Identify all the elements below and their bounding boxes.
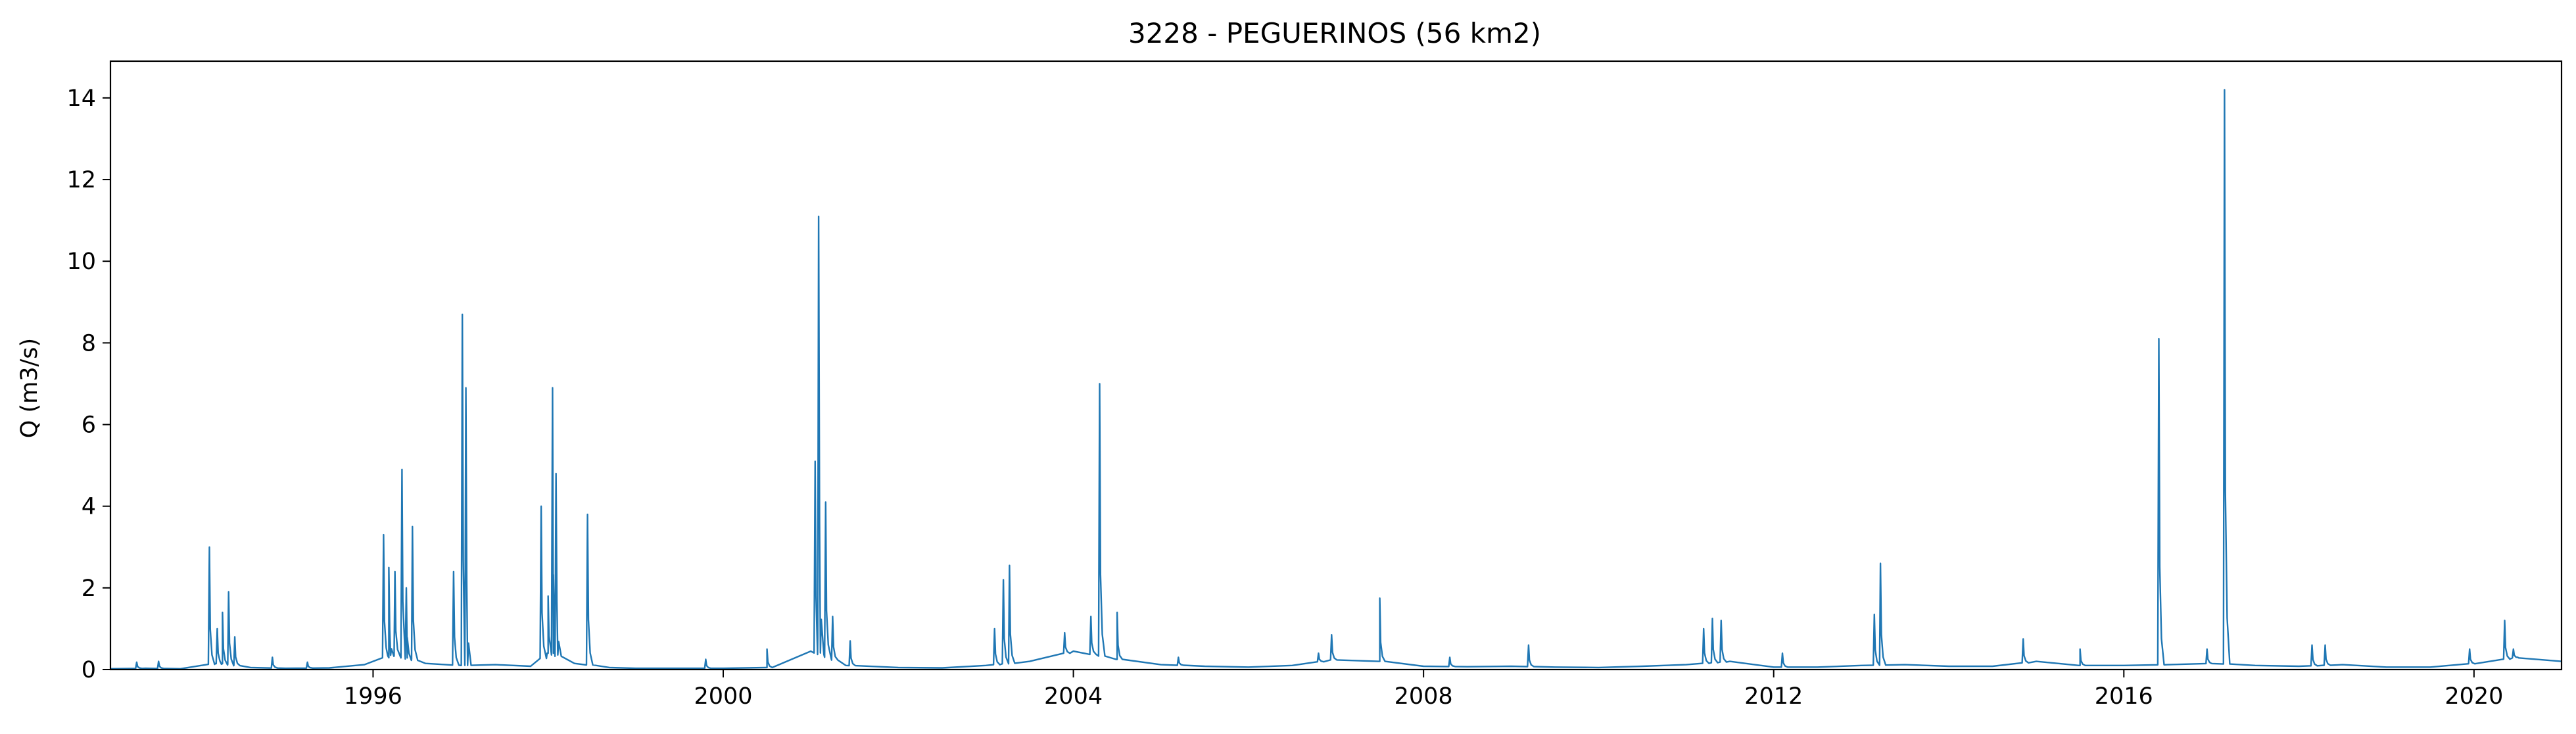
y-tick-label: 12 xyxy=(66,167,96,193)
x-tick-label: 2012 xyxy=(1744,683,1803,710)
plot-area xyxy=(110,89,2562,670)
x-tick-label: 2008 xyxy=(1395,683,1453,710)
plot-frame xyxy=(109,60,2563,671)
y-axis: 0 2 4 6 8 10 12 14 xyxy=(66,86,110,683)
x-axis: 1996 2000 2004 2008 2012 2016 2020 xyxy=(344,670,2503,710)
x-tick-label: 2016 xyxy=(2095,683,2153,710)
x-tick-label: 2004 xyxy=(1044,683,1103,710)
y-tick-label: 6 xyxy=(82,412,96,439)
series-line-0 xyxy=(110,89,2562,670)
y-tick-label: 8 xyxy=(82,330,96,356)
chart-title: 3228 - PEGUERINOS (56 km2) xyxy=(1128,17,1541,49)
x-tick-label: 1996 xyxy=(344,683,402,710)
y-tick-label: 2 xyxy=(82,575,96,602)
x-tick-label: 2020 xyxy=(2445,683,2503,710)
y-tick-label: 4 xyxy=(82,494,96,520)
y-tick-label: 14 xyxy=(66,86,96,112)
y-tick-label: 0 xyxy=(82,657,96,683)
x-tick-label: 2000 xyxy=(694,683,752,710)
y-axis-title: Q (m3/s) xyxy=(16,338,43,438)
y-tick-label: 10 xyxy=(66,249,96,275)
